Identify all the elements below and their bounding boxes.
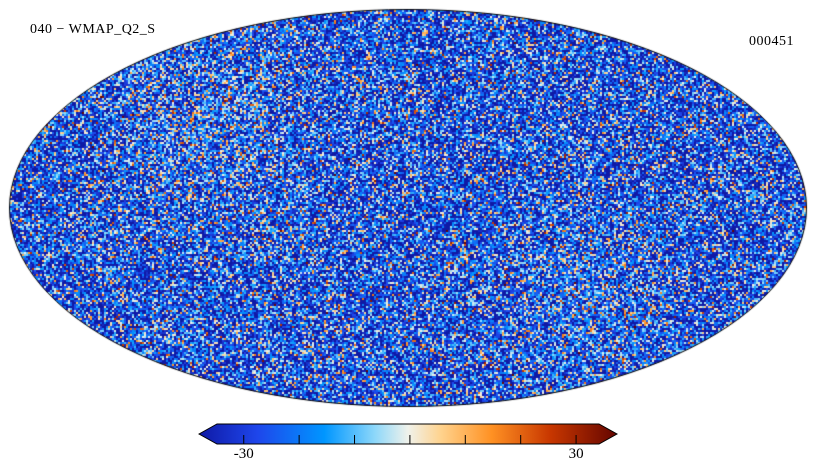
colorbar-max-label: 30 — [568, 446, 584, 462]
map-title: 040 − WMAP_Q2_S — [30, 22, 156, 37]
mollweide-map-area: 040 − WMAP_Q2_S 000451 — [8, 8, 808, 408]
colorbar-min-label: -30 — [233, 446, 254, 462]
sky-map-canvas — [8, 8, 808, 408]
colorbar-arrow-shape — [198, 423, 618, 445]
colorbar-gradient-bar — [198, 423, 618, 445]
colorbar: -30 30 — [198, 423, 618, 471]
colorbar-ticks — [243, 435, 577, 444]
map-annotation-right: 000451 — [749, 34, 794, 49]
